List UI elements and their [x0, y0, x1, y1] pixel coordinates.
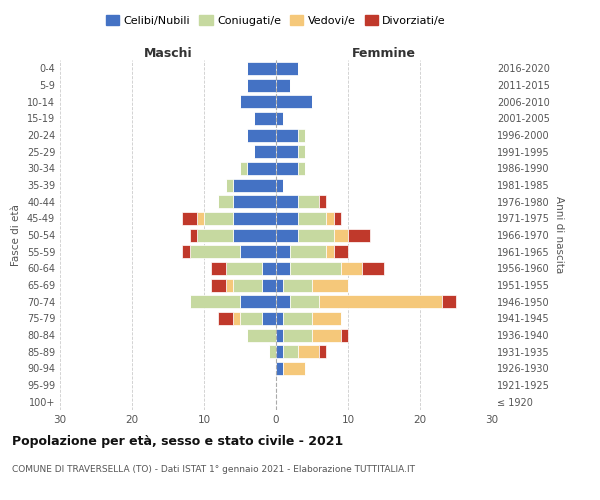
- Bar: [276, 178, 283, 192]
- Bar: [283, 312, 312, 325]
- Bar: [276, 345, 283, 358]
- Bar: [240, 95, 276, 108]
- Bar: [276, 195, 298, 208]
- Text: Femmine: Femmine: [352, 47, 416, 60]
- Bar: [262, 278, 276, 291]
- Y-axis label: Fasce di età: Fasce di età: [11, 204, 21, 266]
- Bar: [233, 228, 276, 241]
- Bar: [283, 362, 305, 375]
- Bar: [276, 78, 290, 92]
- Bar: [298, 345, 319, 358]
- Bar: [298, 162, 305, 175]
- Bar: [326, 212, 334, 225]
- Bar: [204, 212, 233, 225]
- Bar: [276, 112, 283, 125]
- Bar: [298, 212, 326, 225]
- Text: COMUNE DI TRAVERSELLA (TO) - Dati ISTAT 1° gennaio 2021 - Elaborazione TUTTITALI: COMUNE DI TRAVERSELLA (TO) - Dati ISTAT …: [12, 465, 415, 474]
- Bar: [276, 162, 298, 175]
- Bar: [298, 228, 334, 241]
- Bar: [276, 228, 298, 241]
- Bar: [218, 195, 233, 208]
- Bar: [190, 295, 240, 308]
- Bar: [276, 128, 298, 141]
- Bar: [247, 128, 276, 141]
- Bar: [334, 245, 348, 258]
- Bar: [276, 362, 283, 375]
- Bar: [254, 145, 276, 158]
- Bar: [312, 312, 341, 325]
- Bar: [226, 178, 233, 192]
- Bar: [326, 245, 334, 258]
- Bar: [240, 245, 276, 258]
- Bar: [247, 162, 276, 175]
- Bar: [319, 295, 442, 308]
- Bar: [254, 112, 276, 125]
- Bar: [226, 278, 233, 291]
- Bar: [276, 262, 290, 275]
- Bar: [233, 312, 240, 325]
- Bar: [276, 145, 298, 158]
- Bar: [233, 195, 276, 208]
- Bar: [226, 262, 262, 275]
- Bar: [276, 295, 290, 308]
- Bar: [247, 78, 276, 92]
- Bar: [442, 295, 456, 308]
- Text: Maschi: Maschi: [143, 47, 193, 60]
- Bar: [197, 212, 204, 225]
- Bar: [262, 312, 276, 325]
- Bar: [283, 278, 312, 291]
- Bar: [276, 278, 283, 291]
- Bar: [211, 262, 226, 275]
- Bar: [276, 95, 312, 108]
- Bar: [319, 195, 326, 208]
- Bar: [233, 212, 276, 225]
- Bar: [298, 195, 319, 208]
- Bar: [312, 278, 348, 291]
- Bar: [190, 245, 240, 258]
- Bar: [283, 328, 312, 342]
- Bar: [269, 345, 276, 358]
- Bar: [211, 278, 226, 291]
- Bar: [341, 328, 348, 342]
- Bar: [233, 178, 276, 192]
- Bar: [348, 228, 370, 241]
- Bar: [276, 328, 283, 342]
- Bar: [341, 262, 362, 275]
- Bar: [240, 312, 262, 325]
- Bar: [319, 345, 326, 358]
- Bar: [182, 245, 190, 258]
- Bar: [334, 212, 341, 225]
- Bar: [290, 295, 319, 308]
- Bar: [298, 145, 305, 158]
- Bar: [362, 262, 384, 275]
- Bar: [182, 212, 197, 225]
- Bar: [262, 262, 276, 275]
- Bar: [290, 245, 326, 258]
- Bar: [240, 295, 276, 308]
- Bar: [276, 62, 298, 75]
- Bar: [312, 328, 341, 342]
- Bar: [233, 278, 262, 291]
- Bar: [276, 312, 283, 325]
- Text: Popolazione per età, sesso e stato civile - 2021: Popolazione per età, sesso e stato civil…: [12, 435, 343, 448]
- Bar: [197, 228, 233, 241]
- Bar: [218, 312, 233, 325]
- Y-axis label: Anni di nascita: Anni di nascita: [554, 196, 563, 274]
- Bar: [298, 128, 305, 141]
- Bar: [290, 262, 341, 275]
- Bar: [283, 345, 298, 358]
- Bar: [334, 228, 348, 241]
- Legend: Celibi/Nubili, Coniugati/e, Vedovi/e, Divorziati/e: Celibi/Nubili, Coniugati/e, Vedovi/e, Di…: [101, 10, 451, 30]
- Bar: [190, 228, 197, 241]
- Bar: [276, 245, 290, 258]
- Bar: [247, 328, 276, 342]
- Bar: [276, 212, 298, 225]
- Bar: [240, 162, 247, 175]
- Bar: [247, 62, 276, 75]
